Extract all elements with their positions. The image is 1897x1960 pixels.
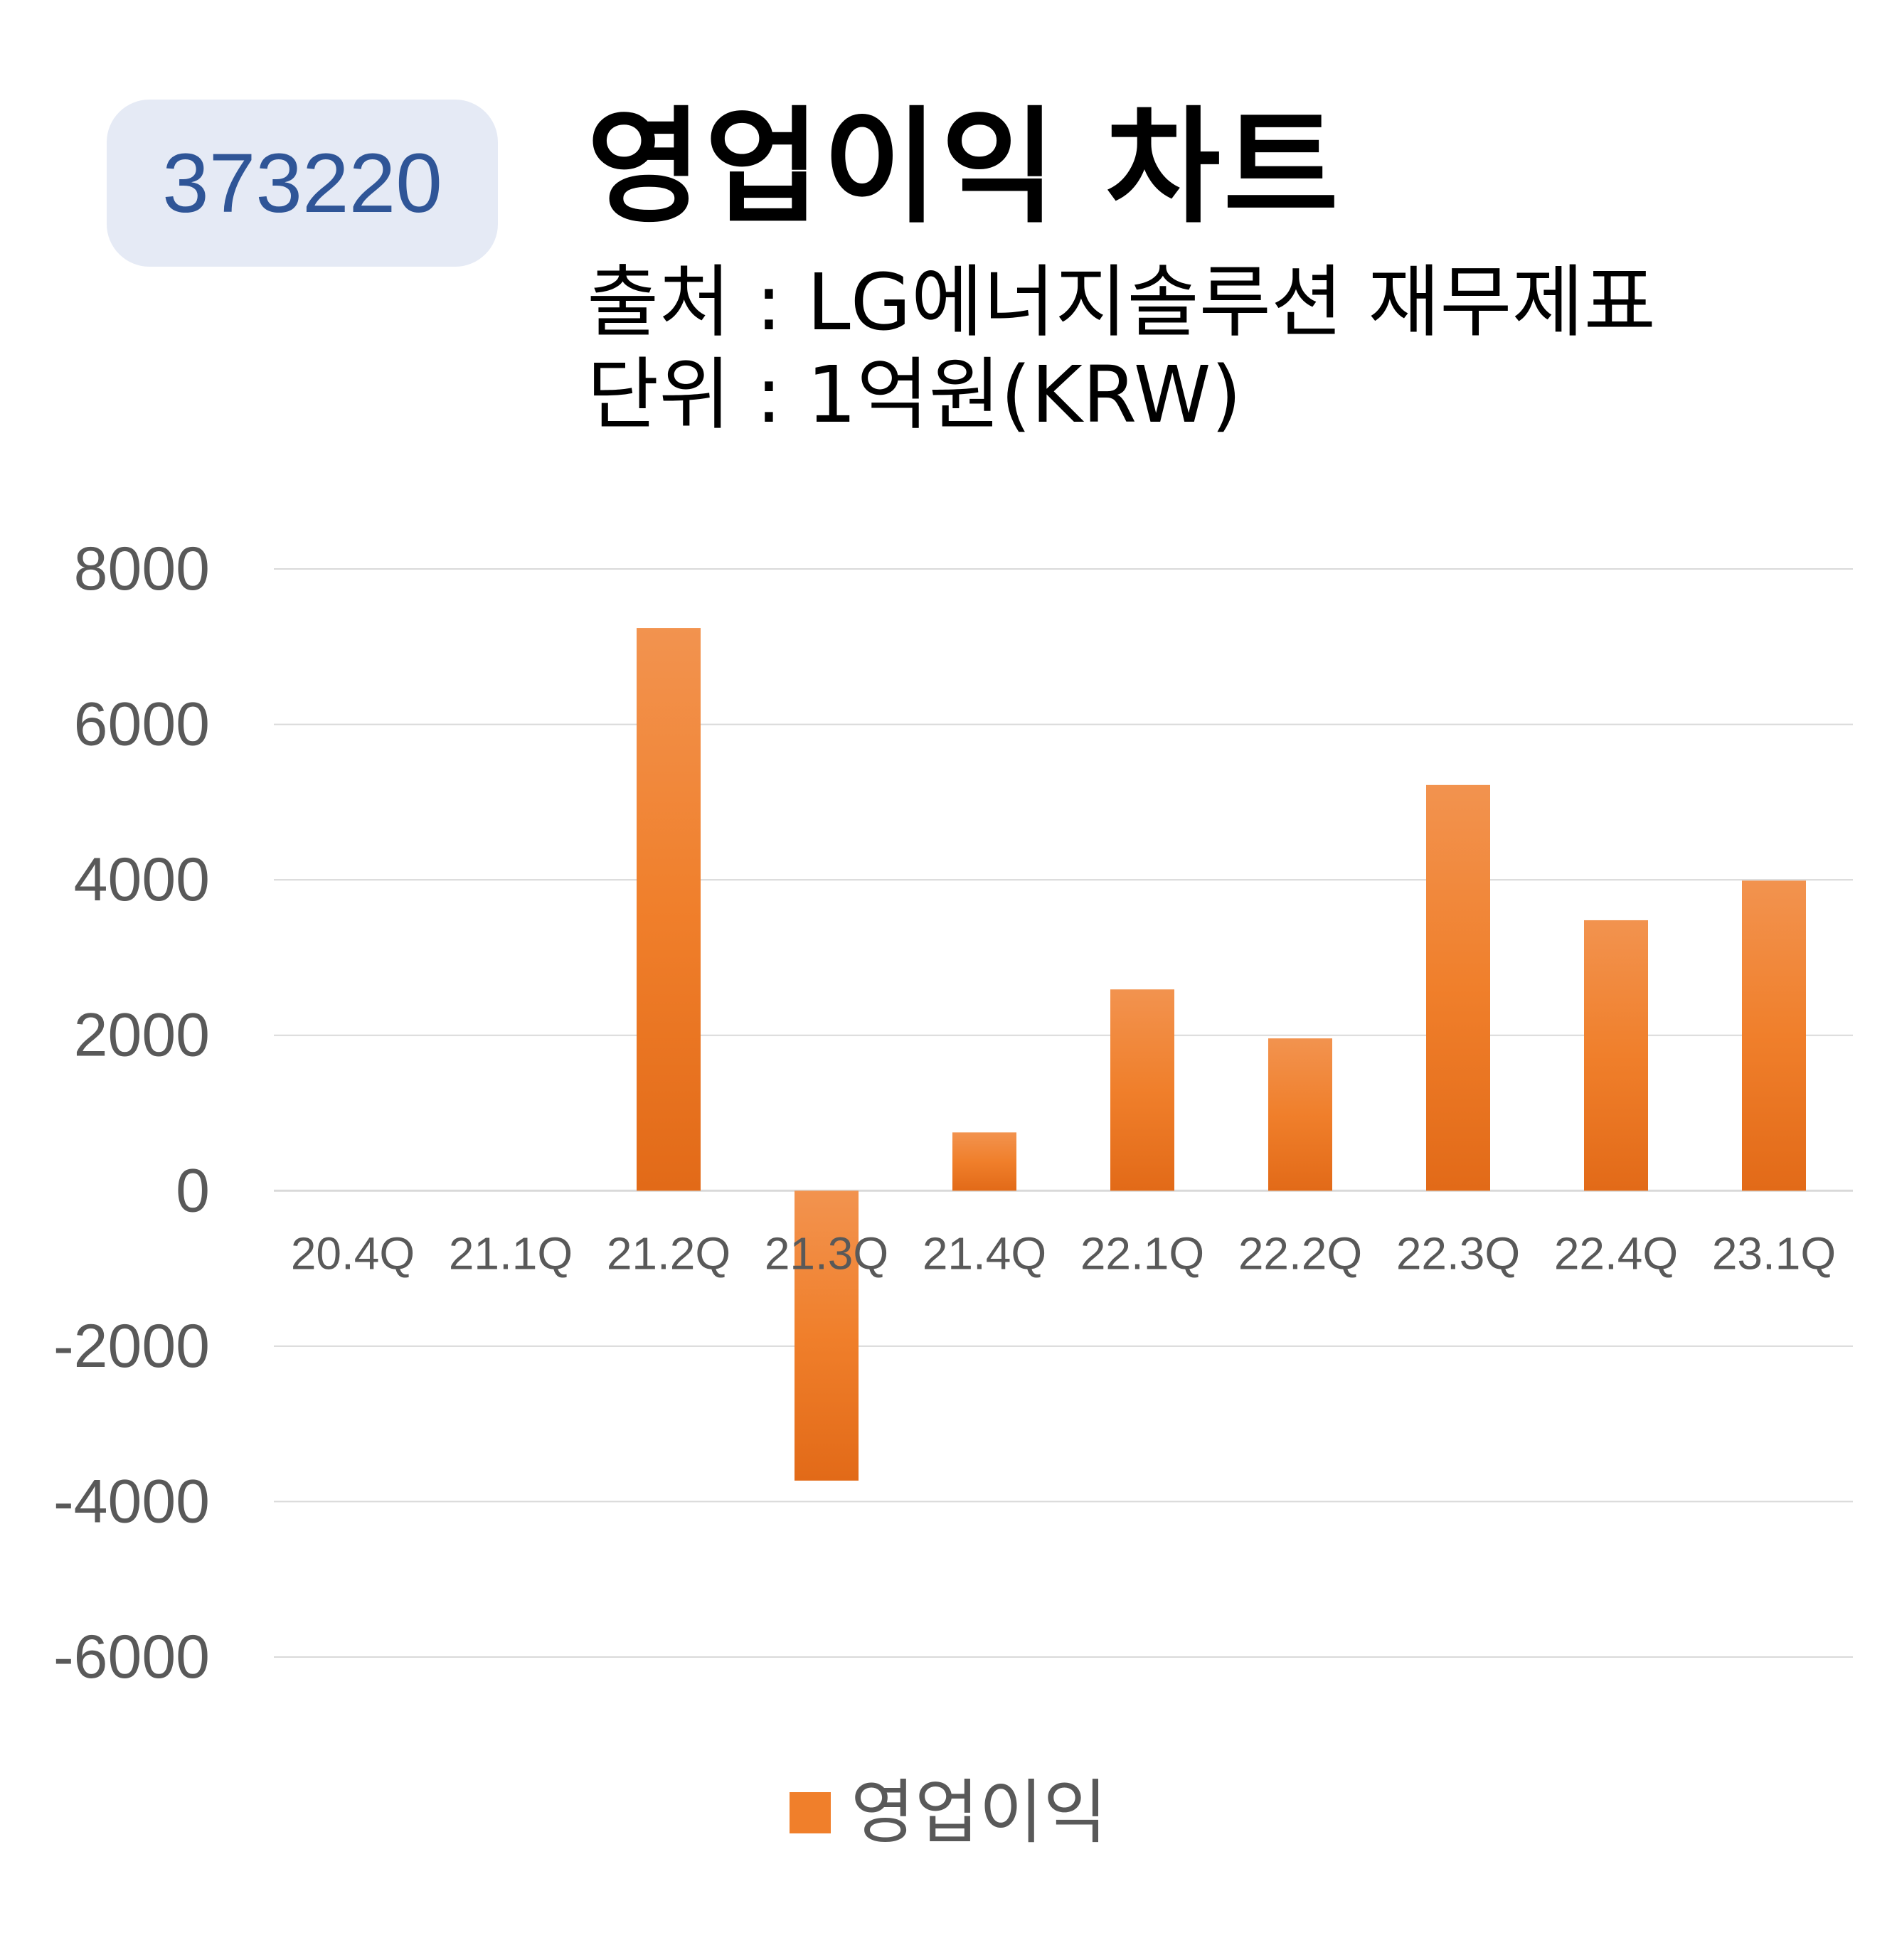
bar-22.2Q xyxy=(1268,1038,1332,1191)
x-tick-label: 23.1Q xyxy=(1712,1227,1836,1279)
y-tick-label: 2000 xyxy=(74,1001,210,1070)
x-tick-label: 22.4Q xyxy=(1554,1227,1678,1279)
bar-21.4Q xyxy=(952,1132,1016,1191)
x-tick-label: 22.3Q xyxy=(1396,1227,1520,1279)
chart-title: 영업이익 차트 xyxy=(587,95,1341,240)
source-label: 출처 : LG에너지솔루션 재무제표 xyxy=(587,257,1656,348)
y-tick-label: -2000 xyxy=(53,1312,210,1380)
unit-label: 단위 : 1억원(KRW) xyxy=(587,349,1242,440)
bar-22.3Q xyxy=(1426,784,1490,1191)
ticker-code: 373220 xyxy=(162,136,442,230)
y-tick-label: -6000 xyxy=(53,1623,210,1691)
legend-swatch xyxy=(790,1792,831,1833)
y-tick-label: 0 xyxy=(176,1156,210,1225)
x-axis-ticks: 20.4Q 21.1Q 21.2Q 21.3Q 21.4Q 22.1Q 22.2Q 22.3Q… xyxy=(291,1227,1836,1279)
y-tick-label: 4000 xyxy=(74,846,210,914)
bar-21.3Q xyxy=(795,1191,859,1481)
bar-23.1Q xyxy=(1742,880,1806,1191)
x-tick-label: 21.3Q xyxy=(765,1227,888,1279)
x-tick-label: 22.1Q xyxy=(1080,1227,1204,1279)
legend: 영업이익 xyxy=(790,1778,1107,1848)
legend-label: 영업이익 xyxy=(851,1772,1107,1853)
x-tick-label: 21.2Q xyxy=(607,1227,730,1279)
bars xyxy=(637,628,1806,1481)
bar-21.2Q xyxy=(637,628,701,1191)
y-tick-label: -4000 xyxy=(53,1467,210,1535)
gridlines xyxy=(274,568,1853,1658)
y-tick-label: 6000 xyxy=(74,691,210,759)
ticker-badge: 373220 xyxy=(107,100,498,267)
x-tick-label: 21.4Q xyxy=(923,1227,1046,1279)
y-axis-ticks: 8000 6000 4000 2000 0 -2000 -4000 -6000 xyxy=(53,535,210,1691)
bar-22.1Q xyxy=(1110,989,1174,1191)
y-tick-label: 8000 xyxy=(74,535,210,603)
x-tick-label: 21.1Q xyxy=(449,1227,573,1279)
x-tick-label: 20.4Q xyxy=(291,1227,415,1279)
x-tick-label: 22.2Q xyxy=(1238,1227,1362,1279)
bar-22.4Q xyxy=(1584,920,1648,1191)
